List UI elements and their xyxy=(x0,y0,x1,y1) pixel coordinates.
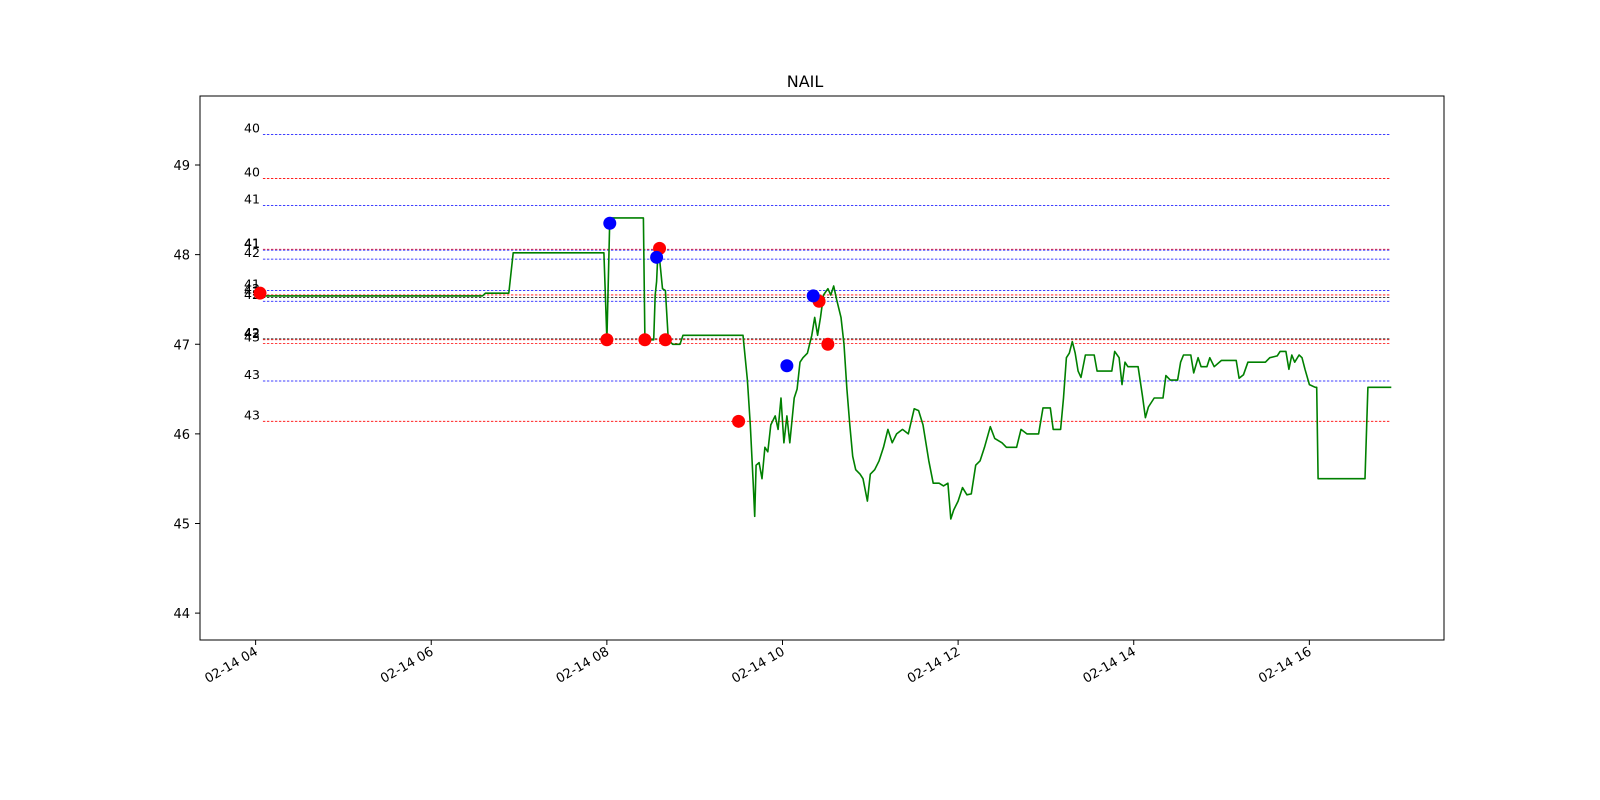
level-label: 41 xyxy=(244,235,260,250)
level-label: 41 xyxy=(244,236,260,251)
blue-marker xyxy=(806,289,820,303)
red-marker xyxy=(253,286,267,300)
level-label: 42 xyxy=(244,245,260,260)
level-label: 42 xyxy=(244,326,260,341)
red-marker xyxy=(658,333,672,347)
level-label: 43 xyxy=(244,407,260,422)
level-label: 42 xyxy=(244,325,260,340)
y-tick-label: 44 xyxy=(173,607,190,622)
price-line xyxy=(255,217,1392,520)
chart-title: NAIL xyxy=(787,72,824,91)
blue-marker xyxy=(603,216,617,230)
y-tick-label: 49 xyxy=(173,159,190,174)
y-tick-label: 46 xyxy=(173,428,190,443)
red-marker xyxy=(732,414,746,428)
plot-frame xyxy=(199,95,1445,641)
y-tick-label: 48 xyxy=(173,249,190,264)
level-label: 43 xyxy=(244,367,260,382)
red-marker xyxy=(821,337,835,351)
red-marker xyxy=(600,333,614,347)
y-tick-label: 47 xyxy=(173,338,190,353)
blue-marker xyxy=(650,250,664,264)
y-tick-label: 45 xyxy=(173,517,190,532)
level-label: 40 xyxy=(244,121,260,136)
level-label: 43 xyxy=(244,329,260,344)
price-series xyxy=(255,217,1392,520)
level-label: 41 xyxy=(244,191,260,206)
red-marker xyxy=(638,333,652,347)
blue-marker xyxy=(780,359,794,373)
signal-markers xyxy=(253,216,835,428)
level-label: 40 xyxy=(244,164,260,179)
level-label: 41 xyxy=(244,276,260,291)
